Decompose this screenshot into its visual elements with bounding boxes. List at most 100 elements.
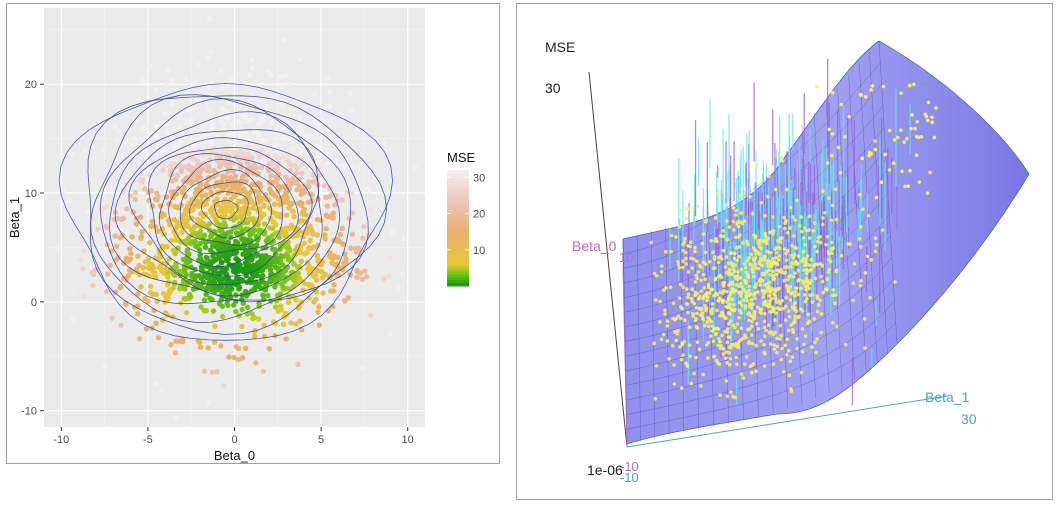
3d-data-point: [705, 295, 710, 300]
data-point: [284, 195, 290, 201]
data-point: [159, 387, 165, 394]
legend-color-step: [447, 172, 469, 177]
contour-line: [158, 153, 299, 268]
data-point: [173, 237, 179, 243]
data-point: [162, 110, 168, 117]
data-point: [183, 219, 190, 226]
3d-data-point: [764, 328, 768, 333]
data-point: [148, 188, 155, 194]
3d-data-point: [831, 321, 835, 325]
3d-data-point: [781, 270, 786, 275]
3d-data-point: [751, 362, 756, 366]
data-point: [259, 118, 265, 125]
data-point: [265, 236, 272, 243]
3d-data-point: [681, 259, 685, 263]
mesh-line: [623, 105, 884, 284]
3d-data-point: [725, 330, 730, 334]
data-point: [127, 245, 133, 252]
legend-color-step: [447, 271, 469, 275]
3d-data-point: [827, 196, 831, 201]
3d-data-point: [792, 320, 797, 325]
3d-data-point: [721, 300, 725, 305]
3d-data-point: [767, 323, 771, 327]
3d-data-point: [793, 290, 798, 294]
3d-data-point: [794, 259, 798, 264]
data-point: [214, 369, 220, 375]
data-point: [315, 309, 321, 315]
3d-data-point: [892, 138, 897, 142]
data-point: [147, 283, 154, 290]
3d-data-point: [788, 298, 793, 302]
3d-data-point: [829, 218, 834, 223]
data-point: [282, 278, 288, 284]
data-point: [268, 72, 274, 78]
3d-data-point: [727, 225, 732, 229]
data-point: [396, 284, 402, 290]
3d-data-point: [739, 267, 744, 272]
3d-data-point: [708, 318, 712, 323]
legend-color-step: [447, 245, 469, 249]
3d-data-point: [678, 305, 683, 309]
3d-data-point: [802, 226, 807, 230]
3d-data-point: [904, 136, 909, 141]
data-point: [194, 222, 201, 229]
3d-data-point: [695, 291, 699, 296]
data-point: [166, 256, 173, 262]
mesh-line: [837, 87, 855, 380]
3d-data-point: [792, 252, 797, 257]
data-point: [273, 230, 279, 236]
3d-data-point: [873, 236, 878, 241]
3d-data-point: [721, 234, 726, 239]
data-point: [273, 153, 279, 160]
z-axis-line: [588, 71, 628, 448]
data-point: [282, 229, 289, 236]
3d-data-point: [731, 205, 736, 210]
3d-data-point: [781, 370, 786, 374]
3d-data-point: [701, 372, 705, 377]
data-point: [337, 231, 344, 238]
data-point: [89, 269, 95, 275]
data-point: [135, 291, 141, 297]
data-point: [233, 292, 239, 298]
data-point: [153, 380, 160, 387]
3d-data-point: [681, 285, 685, 290]
data-point: [133, 221, 140, 227]
3d-data-point: [765, 261, 770, 265]
3d-data-point: [771, 230, 775, 235]
data-point: [108, 248, 114, 254]
data-point: [328, 288, 334, 294]
3d-data-point: [669, 233, 674, 238]
3d-data-point: [793, 293, 797, 298]
data-point: [291, 261, 297, 267]
data-point: [332, 160, 339, 167]
3d-data-point: [802, 268, 806, 272]
data-point: [358, 152, 365, 158]
data-point: [333, 237, 340, 244]
3d-data-point: [677, 265, 682, 270]
3d-data-point: [741, 287, 746, 292]
3d-data-point: [725, 361, 729, 365]
data-point: [220, 252, 226, 259]
data-point: [147, 62, 153, 69]
3d-data-point: [801, 236, 806, 240]
data-point: [243, 178, 250, 185]
data-point: [247, 72, 253, 78]
3d-data-point: [728, 281, 733, 285]
3d-data-point: [874, 195, 879, 200]
data-point: [345, 189, 351, 195]
data-point: [103, 223, 109, 229]
data-point: [212, 283, 218, 290]
legend-color-step: [447, 280, 469, 284]
data-point: [251, 219, 257, 225]
3d-data-point: [802, 263, 807, 268]
mesh-line: [626, 278, 894, 401]
data-point: [284, 189, 290, 195]
data-point: [316, 322, 323, 328]
data-point: [209, 369, 216, 375]
data-point: [319, 274, 326, 281]
data-point: [233, 186, 240, 193]
3d-data-point: [724, 379, 729, 383]
3d-data-point: [800, 349, 805, 354]
3d-data-point: [752, 257, 756, 261]
data-point: [246, 217, 253, 223]
